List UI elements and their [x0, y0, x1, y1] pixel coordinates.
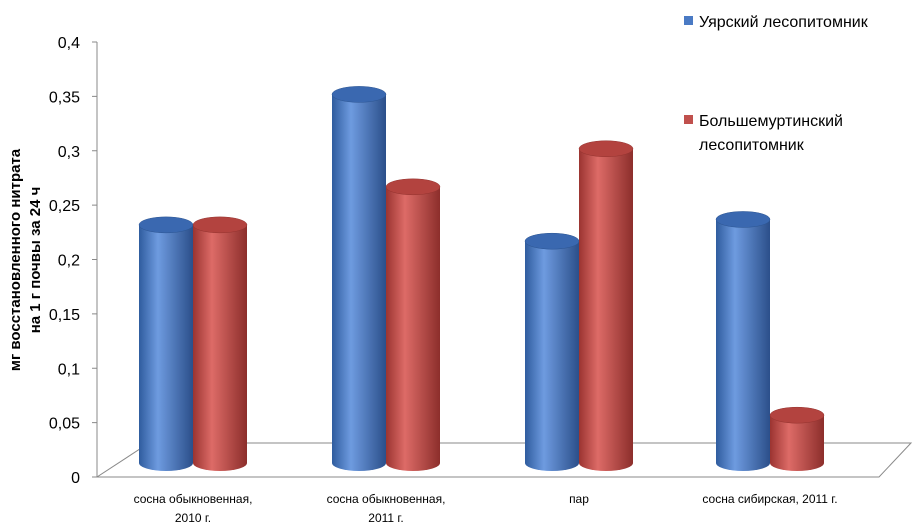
category-label: сосна сибирская, 2011 г.	[702, 492, 837, 506]
chart-floor	[95, 442, 913, 478]
bar-bolshemurta-2	[385, 178, 441, 471]
legend-label-bolshemurta-line-2: лесопитомник	[699, 137, 805, 154]
y-tick-label: 0,05	[49, 416, 80, 433]
bar-top	[715, 211, 771, 228]
bars	[138, 86, 825, 471]
bar-body	[332, 94, 386, 471]
y-axis-label: мг восстановленного нитрата на 1 г почвы…	[7, 148, 44, 371]
category-label: 2011 г.	[368, 511, 403, 525]
bar-uyar-3	[524, 232, 580, 471]
y-tick-label: 0,2	[58, 253, 80, 270]
legend-label-uyar: Уярский лесопитомник	[699, 14, 869, 31]
y-axis-label-line-2: на 1 г почвы за 24 ч	[27, 187, 44, 334]
bar-top	[524, 232, 580, 250]
y-tick-label: 0,35	[49, 89, 80, 106]
y-tick-label: 0	[71, 470, 80, 487]
bar-uyar-2	[331, 86, 387, 471]
category-label: сосна обыкновенная,	[134, 492, 253, 506]
bar-body	[139, 224, 193, 471]
y-tick-label: 0,1	[58, 361, 80, 378]
bar-top	[578, 140, 634, 157]
bar-bolshemurta-4	[769, 406, 825, 471]
bar-body	[193, 224, 247, 471]
bar-body	[525, 241, 579, 471]
bar-uyar-1	[138, 216, 194, 471]
bar-top	[385, 178, 441, 196]
bar-body	[770, 415, 824, 471]
bar-body	[386, 186, 440, 471]
y-tick-label: 0,25	[49, 198, 80, 215]
legend: Уярский лесопитомник Большемуртинский ле…	[684, 14, 869, 154]
bar-body	[579, 148, 633, 471]
bar-body	[716, 219, 770, 471]
bar-top	[192, 216, 248, 234]
y-tick-label: 0,15	[49, 307, 80, 324]
bar-bolshemurta-1	[192, 216, 248, 471]
legend-swatch-uyar	[684, 16, 693, 25]
bar-uyar-4	[715, 211, 771, 471]
bar-top	[769, 406, 825, 424]
y-axis-label-line-1: мг восстановленного нитрата	[7, 148, 24, 371]
y-tick-label: 0,3	[58, 144, 80, 161]
legend-label-bolshemurta-line-1: Большемуртинский	[699, 113, 843, 130]
category-label: пар	[569, 492, 589, 506]
y-tick-label: 0,4	[58, 35, 80, 52]
bar-bolshemurta-3	[578, 140, 634, 471]
category-label: 2010 г.	[175, 511, 211, 525]
bar-top	[331, 86, 387, 103]
legend-swatch-bolshemurta	[684, 115, 693, 124]
category-label: сосна обыкновенная,	[327, 492, 446, 506]
bar-top	[138, 216, 194, 234]
y-axis-ticks: 0 0,05 0,1 0,15 0,2 0,25 0,3 0,35 0,4	[49, 35, 97, 487]
category-labels: сосна обыкновенная, 2010 г. сосна обыкнове…	[134, 492, 838, 525]
